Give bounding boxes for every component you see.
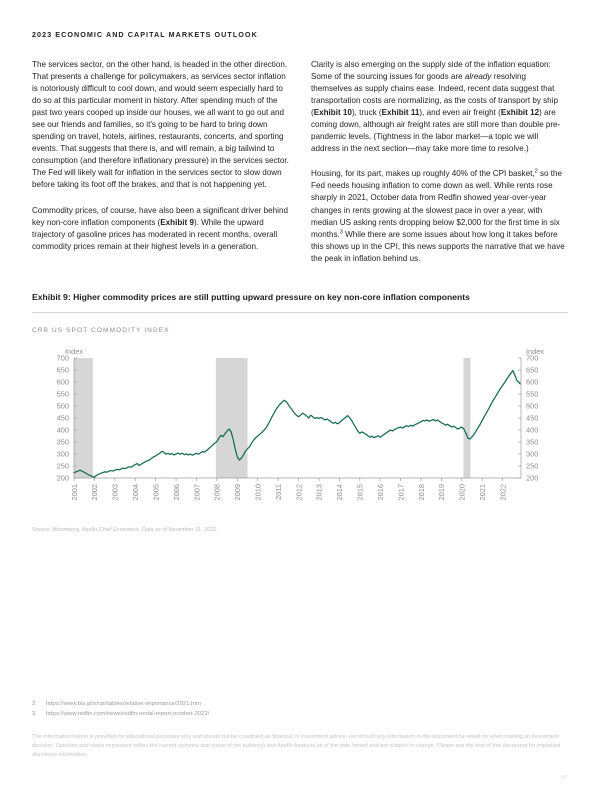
exhibit-reference-12: Exhibit 12	[500, 108, 540, 118]
x-tick-label: 2017	[396, 484, 405, 500]
y-tick-label-left: 650	[57, 365, 69, 374]
y-tick-label-right: 600	[526, 377, 538, 386]
x-tick-label: 2019	[437, 484, 446, 500]
y-tick-label-right: 450	[526, 413, 538, 422]
recession-band	[463, 357, 471, 478]
y-axis-title-right: Index	[526, 347, 544, 356]
paragraph: Housing, for its part, makes up roughly …	[311, 168, 565, 263]
exhibit-reference-10: Exhibit 10	[313, 108, 352, 118]
x-tick-label: 2010	[253, 484, 262, 500]
footnote-link[interactable]: https://www.bls.gov/cpi/tables/relative-…	[46, 701, 201, 707]
footnote-marker-3: 3	[339, 228, 343, 235]
x-tick-label: 2003	[111, 484, 120, 500]
x-tick-label: 2006	[172, 484, 181, 500]
exhibit-divider	[32, 311, 568, 313]
chart-container: 200 200 250 250 300 300 350 350 400 400 450 450 500 5…	[32, 344, 568, 519]
x-tick-label: 2005	[151, 484, 160, 500]
y-tick-label-left: 250	[57, 461, 69, 470]
exhibit-title: Exhibit 9: Higher commodity prices are s…	[32, 291, 470, 302]
x-tick-label: 2008	[213, 484, 222, 500]
y-tick-label-left: 350	[57, 437, 69, 446]
x-tick-label: 2002	[90, 484, 99, 500]
right-column: Clarity is also emerging on the supply s…	[311, 59, 568, 265]
y-tick-label-left: 700	[57, 353, 69, 362]
footnote-number: 3.	[32, 710, 37, 717]
footnote-item: 3. https://www.redfin.com/news/redfin-re…	[32, 710, 568, 720]
recession-band	[215, 357, 248, 478]
x-tick-label: 2012	[294, 484, 303, 500]
emphasis-already: already	[464, 72, 492, 82]
exhibit-reference-9: Exhibit 9	[160, 217, 194, 227]
y-tick-label-left: 550	[57, 389, 69, 398]
paragraph: Commodity prices, of course, have also b…	[32, 205, 288, 251]
running-head: 2023 Economic and Capital Markets Outloo…	[32, 30, 258, 39]
y-tick-label-left: 200	[57, 473, 69, 482]
footnote-item: 2. https://www.bls.gov/cpi/tables/relati…	[32, 700, 568, 710]
x-tick-label: 2004	[131, 484, 140, 500]
y-tick-label-left: 450	[57, 413, 69, 422]
chart-subtitle: CRB US Spot Commodity Index	[32, 326, 170, 334]
x-tick-label: 2001	[70, 484, 79, 500]
x-tick-label: 2021	[478, 484, 487, 500]
y-tick-label-right: 650	[526, 365, 538, 374]
footnote-link[interactable]: https://www.redfin.com/news/redfin-renta…	[46, 710, 210, 717]
x-tick-label: 2022	[498, 484, 507, 500]
footnotes: 2. https://www.bls.gov/cpi/tables/relati…	[32, 700, 568, 719]
y-tick-label-left: 300	[57, 449, 69, 458]
footnote-marker-2: 2	[534, 168, 538, 175]
exhibit-reference-11: Exhibit 11	[381, 108, 420, 118]
x-tick-label: 2007	[192, 484, 201, 500]
chart-source: Source: Bloomberg, Apollo Chief Economis…	[32, 526, 219, 533]
footnote-number: 2.	[32, 701, 37, 707]
left-column: The services sector, on the other hand, …	[32, 59, 289, 265]
x-tick-label: 2011	[274, 484, 283, 500]
body-columns: The services sector, on the other hand, …	[32, 59, 568, 265]
y-tick-label-left: 400	[57, 425, 69, 434]
y-tick-label-left: 600	[57, 377, 69, 386]
y-tick-label-right: 550	[526, 389, 538, 398]
y-axis-title-left: Index	[65, 347, 83, 356]
y-tick-label-right: 500	[526, 401, 538, 410]
y-tick-label-right: 400	[526, 425, 538, 434]
paragraph: Clarity is also emerging on the supply s…	[311, 60, 561, 154]
x-tick-label: 2020	[458, 484, 467, 500]
x-tick-label: 2015	[356, 484, 365, 500]
paragraph: The services sector, on the other hand, …	[32, 59, 289, 192]
x-tick-label: 2014	[335, 484, 344, 500]
disclaimer-text: The information herein is provided for e…	[32, 734, 561, 759]
y-tick-label-right: 300	[526, 449, 538, 458]
crb-spot-commodity-index-line-chart: 200 200 250 250 300 300 350 350 400 400 450 450 500 5…	[57, 347, 545, 500]
paragraph-text-1: The services sector, on the other hand, …	[32, 60, 289, 190]
exhibit-9: Exhibit 9: Higher commodity prices are s…	[32, 291, 568, 533]
x-tick-label: 2009	[233, 484, 242, 500]
y-tick-label-left: 500	[57, 401, 69, 410]
y-tick-label-right: 350	[526, 437, 538, 446]
x-tick-label: 2016	[376, 484, 385, 500]
y-tick-label-right: 200	[526, 473, 538, 482]
series-line-crb-index	[73, 369, 521, 478]
x-tick-label: 2018	[417, 484, 426, 500]
recession-band	[74, 357, 93, 478]
y-tick-label-right: 250	[526, 461, 538, 470]
x-tick-label: 2013	[315, 484, 324, 500]
document-page: 2023 Economic and Capital Markets Outloo…	[0, 30, 600, 806]
y-tick-label-right: 700	[526, 353, 538, 362]
